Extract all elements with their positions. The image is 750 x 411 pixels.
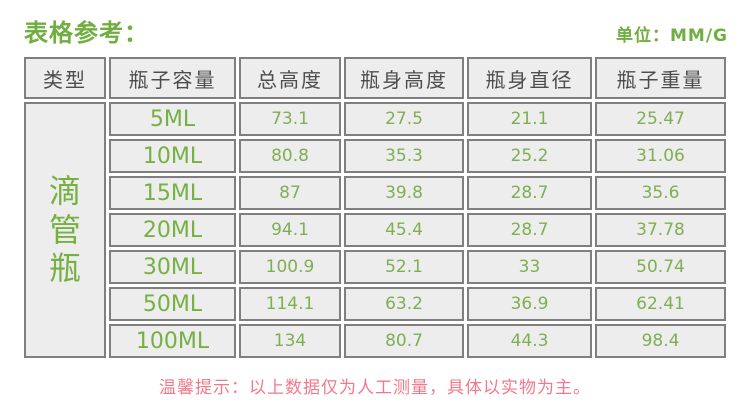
total-height-cell: 87: [239, 176, 341, 210]
weight-cell: 31.06: [595, 139, 726, 173]
body-diameter-cell: 28.7: [467, 213, 592, 247]
table-row: 10ML 80.8 35.3 25.2 31.06: [24, 139, 726, 173]
body-height-cell: 80.7: [344, 324, 464, 358]
tip-text: 温馨提示：以上数据仅为人工测量，具体以实物为主。: [159, 378, 591, 398]
capacity-cell: 50ML: [109, 287, 236, 321]
table-row: 50ML 114.1 63.2 36.9 62.41: [24, 287, 726, 321]
bottle-type-label: 滴管瓶: [48, 172, 81, 288]
table-row: 100ML 134 80.7 44.3 98.4: [24, 324, 726, 358]
table-row: 15ML 87 39.8 28.7 35.6: [24, 176, 726, 210]
body-diameter-cell: 33: [467, 250, 592, 284]
total-height-cell: 134: [239, 324, 341, 358]
header-total-height: 总高度: [239, 57, 341, 99]
unit-label: 单位：MM/G: [616, 26, 728, 46]
capacity-cell: 20ML: [109, 213, 236, 247]
table-row: 滴管瓶 5ML 73.1 27.5 21.1 25.47: [24, 102, 726, 358]
capacity-cell: 5ML: [109, 102, 236, 136]
capacity-cell: 15ML: [109, 176, 236, 210]
header-type: 类型: [24, 57, 106, 99]
page-title: 表格参考：: [24, 19, 149, 47]
top-bar: 表格参考： 单位：MM/G: [0, 0, 750, 54]
table-header-row: 类型 瓶子容量 总高度 瓶身高度 瓶身直径 瓶子重量: [24, 57, 726, 99]
header-weight: 瓶子重量: [595, 57, 726, 99]
header-body-height: 瓶身高度: [344, 57, 464, 99]
body-height-cell: 63.2: [344, 287, 464, 321]
body-diameter-cell: 36.9: [467, 287, 592, 321]
bottle-spec-table: 类型 瓶子容量 总高度 瓶身高度 瓶身直径 瓶子重量 滴管瓶 5ML 73.1 2…: [21, 54, 729, 361]
bottle-type-cell: 滴管瓶: [24, 102, 106, 358]
weight-cell: 62.41: [595, 287, 726, 321]
weight-cell: 35.6: [595, 176, 726, 210]
body-height-cell: 45.4: [344, 213, 464, 247]
table-row: 20ML 94.1 45.4 28.7 37.78: [24, 213, 726, 247]
body-diameter-cell: 21.1: [467, 102, 592, 136]
body-height-cell: 35.3: [344, 139, 464, 173]
total-height-cell: 114.1: [239, 287, 341, 321]
body-diameter-cell: 25.2: [467, 139, 592, 173]
body-diameter-cell: 44.3: [467, 324, 592, 358]
total-height-cell: 94.1: [239, 213, 341, 247]
weight-cell: 98.4: [595, 324, 726, 358]
header-body-diameter: 瓶身直径: [467, 57, 592, 99]
total-height-cell: 80.8: [239, 139, 341, 173]
capacity-cell: 100ML: [109, 324, 236, 358]
body-diameter-cell: 28.7: [467, 176, 592, 210]
table-row: 30ML 100.9 52.1 33 50.74: [24, 250, 726, 284]
capacity-cell: 30ML: [109, 250, 236, 284]
total-height-cell: 100.9: [239, 250, 341, 284]
capacity-cell: 10ML: [109, 139, 236, 173]
body-height-cell: 52.1: [344, 250, 464, 284]
total-height-cell: 73.1: [239, 102, 341, 136]
weight-cell: 37.78: [595, 213, 726, 247]
header-capacity: 瓶子容量: [109, 57, 236, 99]
body-height-cell: 27.5: [344, 102, 464, 136]
body-height-cell: 39.8: [344, 176, 464, 210]
weight-cell: 50.74: [595, 250, 726, 284]
weight-cell: 25.47: [595, 102, 726, 136]
